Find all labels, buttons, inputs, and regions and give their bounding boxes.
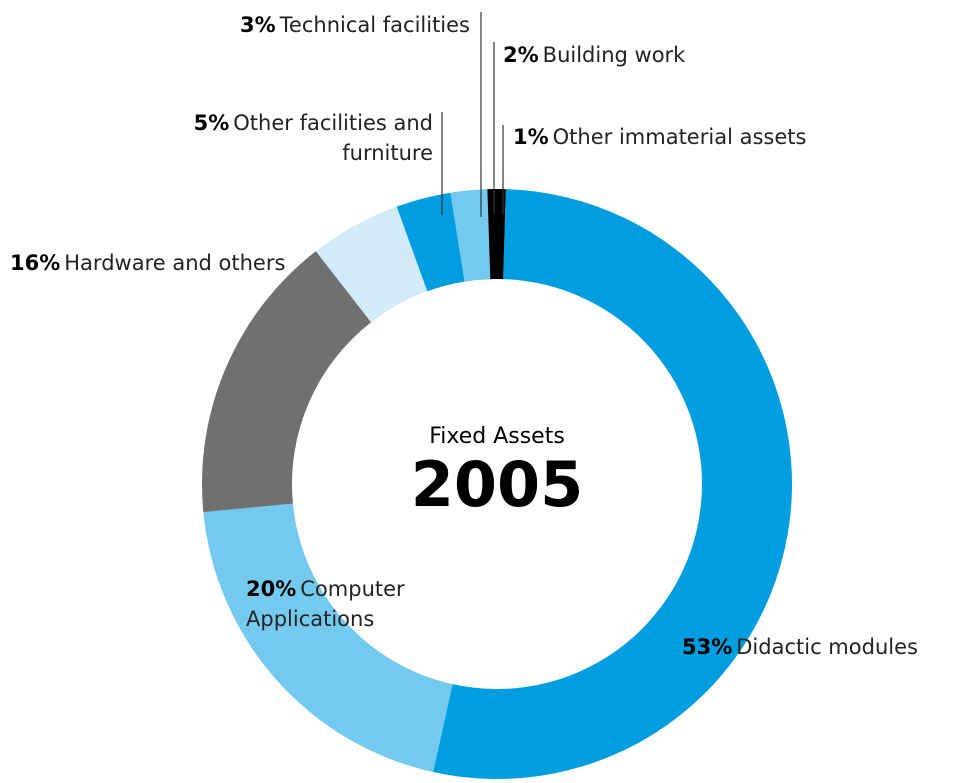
slice [450,189,491,282]
category-label: Other immaterial assets [552,125,807,149]
category-label: Hardware and others [64,251,286,275]
slice-label: 5% Other facilities and furniture [143,108,433,168]
value-label: 2% [503,43,539,67]
slice [202,251,372,513]
value-label: 53% [682,635,733,659]
category-label: Computer Applications [246,577,405,631]
slice [433,189,792,779]
slice [487,188,506,280]
value-label: 5% [193,111,230,135]
slice-label: 1% Other immaterial assets [513,122,853,152]
slice-label: 2% Building work [503,40,803,70]
value-label: 20% [246,577,297,601]
slice [203,503,453,772]
slice [396,192,465,292]
category-label: Technical facilities [279,13,470,37]
slice-label: 53% Didactic modules [682,632,955,662]
category-label: Other facilities and furniture [233,111,433,165]
slice-label: 20% Computer Applications [246,574,436,634]
slice-label: 3% Technical facilities [140,10,470,40]
slice-label: 16% Hardware and others [10,248,340,278]
chart-subtitle: Fixed Assets [429,424,565,449]
category-label: Didactic modules [736,635,918,659]
value-label: 3% [240,13,276,37]
value-label: 16% [10,251,61,275]
category-label: Building work [542,43,686,67]
chart-title: 2005 [410,448,584,521]
value-label: 1% [513,125,549,149]
slice [315,206,428,323]
